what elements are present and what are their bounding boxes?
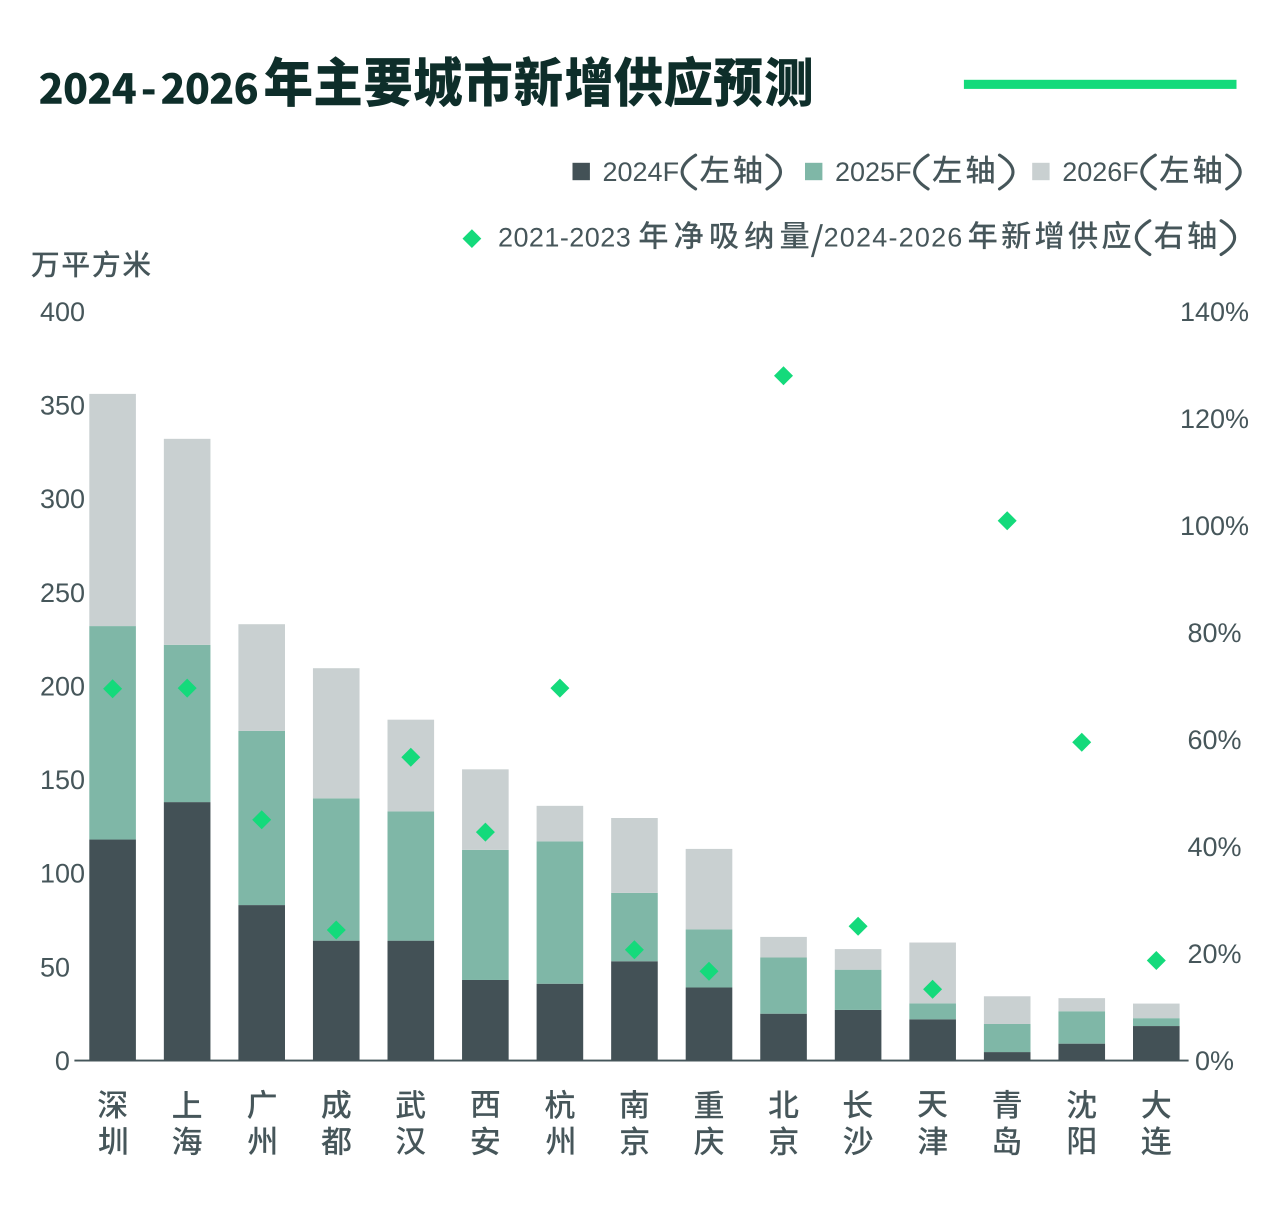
svg-text:2024-2026: 2024-2026 (824, 223, 964, 253)
svg-text:0%: 0% (1195, 1046, 1234, 1076)
svg-text:300: 300 (40, 484, 85, 514)
svg-text:150: 150 (40, 765, 85, 795)
svg-text:40%: 40% (1187, 832, 1241, 862)
svg-text:140%: 140% (1180, 297, 1249, 327)
svg-text:80%: 80% (1187, 618, 1241, 648)
svg-text:100: 100 (40, 859, 85, 889)
svg-text:2021-2023: 2021-2023 (498, 223, 631, 253)
svg-text:0: 0 (55, 1046, 70, 1076)
svg-text:350: 350 (40, 391, 85, 421)
svg-text:250: 250 (40, 578, 85, 608)
svg-text:2026F: 2026F (1062, 157, 1139, 187)
svg-text:200: 200 (40, 671, 85, 701)
svg-text:20%: 20% (1187, 939, 1241, 969)
svg-text:400: 400 (40, 297, 85, 327)
svg-text:2024F: 2024F (603, 157, 680, 187)
svg-text:50: 50 (40, 952, 70, 982)
svg-text:60%: 60% (1187, 725, 1241, 755)
svg-text:120%: 120% (1180, 404, 1249, 434)
svg-text:2025F: 2025F (835, 157, 912, 187)
svg-text:100%: 100% (1180, 511, 1249, 541)
